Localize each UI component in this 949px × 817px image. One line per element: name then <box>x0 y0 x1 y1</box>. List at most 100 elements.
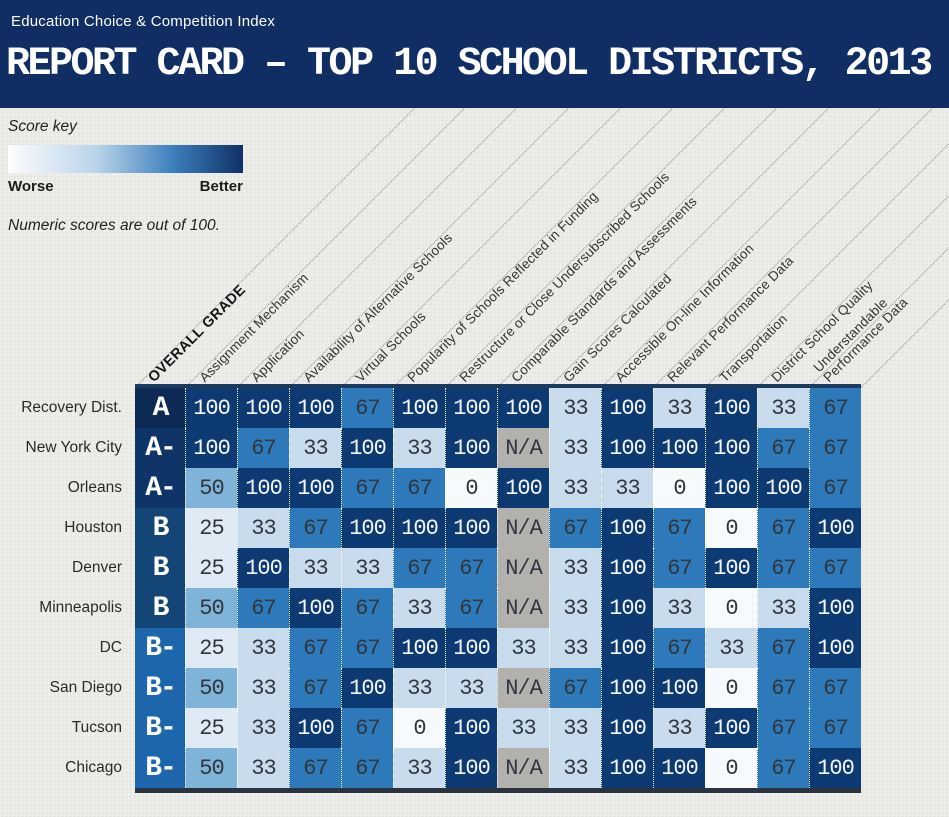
overall-grade-cell: B- <box>135 668 185 708</box>
score-cell: 67 <box>809 548 861 588</box>
score-cell: 100 <box>653 668 705 708</box>
score-cell: 100 <box>497 388 549 428</box>
score-cell: 67 <box>653 548 705 588</box>
score-gradient-bar <box>8 145 243 173</box>
score-cell: 100 <box>601 388 653 428</box>
score-cell: 33 <box>549 468 601 508</box>
score-cell: 67 <box>237 588 289 628</box>
diagonal-column-headers: Score key Worse Better Numeric scores ar… <box>0 108 949 388</box>
score-cell: N/A <box>497 428 549 468</box>
score-cell: 33 <box>653 708 705 748</box>
score-cell: 67 <box>341 748 393 788</box>
overall-grade-cell: B- <box>135 748 185 788</box>
page-title: REPORT CARD – TOP 10 SCHOOL DISTRICTS, 2… <box>6 42 933 87</box>
district-label: DC <box>99 639 122 656</box>
score-cell: 100 <box>601 628 653 668</box>
table-row: Chicago B- 50 33 67 67 33 100 N/A 33 100 100 0 67 100 <box>0 748 861 788</box>
score-cell: 50 <box>185 668 237 708</box>
score-cell: 100 <box>185 388 237 428</box>
score-cell: 100 <box>341 428 393 468</box>
score-cell: 33 <box>549 548 601 588</box>
score-cell: 33 <box>653 388 705 428</box>
score-cell: 33 <box>341 548 393 588</box>
score-cell: 100 <box>289 388 341 428</box>
score-cell: 100 <box>341 668 393 708</box>
score-cell: 100 <box>705 548 757 588</box>
score-cell: 0 <box>705 668 757 708</box>
score-cell: 100 <box>601 588 653 628</box>
overall-grade-cell: B <box>135 508 185 548</box>
district-label: Tucson <box>71 719 122 736</box>
score-key-worse: Worse <box>8 178 54 195</box>
overall-grade-cell: A- <box>135 468 185 508</box>
score-key-better: Better <box>199 178 243 195</box>
score-cell: 100 <box>393 508 445 548</box>
score-cell: 33 <box>237 708 289 748</box>
table-row: Orleans A- 50 100 100 67 67 0 100 33 33 0 100 100 67 <box>0 468 861 508</box>
score-cell: 33 <box>393 588 445 628</box>
score-cell: 67 <box>809 388 861 428</box>
score-cell: 33 <box>705 628 757 668</box>
score-cell: 67 <box>809 468 861 508</box>
score-cell: 67 <box>289 508 341 548</box>
district-label: Chicago <box>65 759 122 776</box>
diagonal-separator-line <box>861 108 949 388</box>
district-label: Denver <box>72 559 122 576</box>
score-cell: 67 <box>757 428 809 468</box>
table-row: Tucson B- 25 33 100 67 0 100 33 33 100 33 100 67 67 <box>0 708 861 748</box>
score-cell: 100 <box>757 468 809 508</box>
score-cell: 100 <box>393 628 445 668</box>
score-cell: 67 <box>809 428 861 468</box>
score-cell: 33 <box>393 428 445 468</box>
table-row: San Diego B- 50 33 67 100 33 33 N/A 67 100 100 0 67 67 <box>0 668 861 708</box>
district-label: Houston <box>64 519 122 536</box>
score-cell: 100 <box>237 548 289 588</box>
report-card-table: Recovery Dist. A 100 100 100 67 100 100 100 33 100… <box>0 384 861 793</box>
score-cell: 100 <box>185 428 237 468</box>
table-row: New York City A- 100 67 33 100 33 100 N/A 33 100 10… <box>0 428 861 468</box>
score-cell: 100 <box>289 708 341 748</box>
score-cell: 33 <box>653 588 705 628</box>
score-cell: 67 <box>341 588 393 628</box>
score-cell: 100 <box>341 508 393 548</box>
score-cell: 100 <box>445 508 497 548</box>
site-eyebrow: Education Choice & Competition Index <box>11 13 276 30</box>
score-cell: 33 <box>237 628 289 668</box>
score-cell: 33 <box>237 748 289 788</box>
score-cell: 100 <box>705 388 757 428</box>
score-cell: 100 <box>393 388 445 428</box>
score-cell: 33 <box>757 388 809 428</box>
score-cell: 67 <box>549 508 601 548</box>
score-cell: 67 <box>757 708 809 748</box>
score-cell: 100 <box>237 388 289 428</box>
score-cell: 100 <box>705 468 757 508</box>
score-cell: 100 <box>653 428 705 468</box>
score-cell: 25 <box>185 508 237 548</box>
score-cell: 0 <box>445 468 497 508</box>
score-cell: 100 <box>445 708 497 748</box>
score-cell: 100 <box>289 588 341 628</box>
score-cell: 67 <box>653 508 705 548</box>
score-note: Numeric scores are out of 100. <box>8 217 220 234</box>
score-cell: 0 <box>705 748 757 788</box>
score-cell: 67 <box>341 708 393 748</box>
score-cell: 0 <box>705 588 757 628</box>
score-cell: 67 <box>289 668 341 708</box>
score-cell: 100 <box>497 468 549 508</box>
score-cell: 100 <box>601 748 653 788</box>
score-cell: 100 <box>809 588 861 628</box>
table-row: Minneapolis B 50 67 100 67 33 67 N/A 33 100 33 0 33 10… <box>0 588 861 628</box>
column-header: Comparable Standards and Assessments <box>508 193 700 385</box>
score-cell: 100 <box>653 748 705 788</box>
district-label: Minneapolis <box>39 599 122 616</box>
score-cell: 100 <box>445 428 497 468</box>
score-cell: 33 <box>549 748 601 788</box>
score-cell: 0 <box>393 708 445 748</box>
score-cell: 100 <box>445 628 497 668</box>
score-cell: 67 <box>757 508 809 548</box>
score-cell: 33 <box>289 548 341 588</box>
score-cell: 33 <box>237 508 289 548</box>
district-label: San Diego <box>49 679 122 696</box>
district-label: Orleans <box>67 479 122 496</box>
score-cell: 33 <box>393 668 445 708</box>
